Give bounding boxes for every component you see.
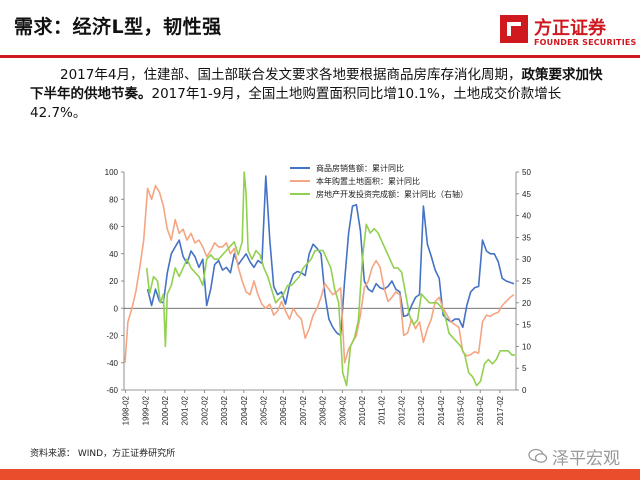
y-left-tick-label: 20	[109, 277, 118, 286]
chart-axes: -60 -40 -20 0 20 40 60 80 100 0 5 10 15 20 25 30 35 40 45 5…	[105, 168, 532, 425]
y-left-tick-label: 0	[114, 304, 119, 313]
footer-bar	[0, 469, 640, 480]
x-tick-label: 1999-02	[141, 395, 150, 425]
y-right-tick-label: 10	[522, 342, 531, 351]
y-right-tick-label: 40	[522, 212, 531, 221]
y-right-tick-label: 30	[522, 255, 531, 264]
logo-english-name: FOUNDER SECURITIES	[534, 38, 637, 47]
y-left-tick-label: -60	[106, 386, 118, 395]
header-divider	[0, 55, 640, 58]
y-left-tick-label: 40	[109, 250, 118, 259]
summary-part-3: 2017年1-9月，全国土地购置面积同比增10.1%，土地成交价款增长42.7%…	[30, 86, 562, 121]
line-chart: -60 -40 -20 0 20 40 60 80 100 0 5 10 15 20 25 30 35 40 45 5…	[105, 163, 532, 425]
x-tick-label: 2005-02	[260, 395, 269, 425]
x-tick-label: 2012-02	[397, 395, 406, 425]
y-right-tick-label: 15	[522, 321, 531, 330]
x-tick-label: 2011-02	[378, 395, 387, 424]
y-right-tick-label: 0	[522, 386, 527, 395]
x-tick-label: 2014-02	[437, 395, 446, 425]
x-tick-label: 2013-02	[417, 395, 426, 425]
legend-label-2: 本年购置土地面积：累计同比	[316, 176, 420, 186]
x-tick-label: 2009-02	[338, 395, 347, 425]
x-tick-label: 1998-02	[122, 395, 131, 425]
wechat-icon	[528, 448, 548, 463]
legend-label-1: 商品房销售额：累计同比	[316, 163, 404, 173]
series-line-1	[146, 175, 515, 337]
brand-name: 泽平宏观	[552, 449, 620, 469]
y-left-tick-label: 60	[109, 223, 118, 232]
x-tick-label: 2015-02	[457, 395, 466, 425]
y-right-tick-label: 35	[522, 233, 531, 242]
y-left-tick-label: 100	[105, 168, 119, 177]
x-tick-label: 2006-02	[279, 395, 288, 425]
founder-logo-icon	[500, 15, 528, 43]
founder-logo: 方正证券 FOUNDER SECURITIES	[500, 14, 636, 52]
summary-paragraph: 2017年4月，住建部、国土部联合发文要求各地要根据商品房库存消化周期，政策要求…	[30, 66, 615, 123]
x-tick-label: 2002-02	[200, 395, 209, 425]
y-right-tick-label: 5	[522, 364, 527, 373]
y-right-tick-label: 45	[522, 190, 531, 199]
y-right-tick-label: 25	[522, 277, 531, 286]
x-tick-label: 2004-02	[240, 395, 249, 425]
x-tick-label: 2010-02	[358, 395, 367, 425]
y-left-tick-label: -40	[106, 359, 118, 368]
x-tick-label: 2008-02	[319, 395, 328, 425]
x-tick-label: 2007-02	[299, 395, 308, 425]
data-source-note: 资料来源： WIND，方正证券研究所	[30, 449, 176, 459]
logo-chinese-name: 方正证券	[534, 18, 606, 39]
x-tick-label: 2017-02	[496, 395, 505, 425]
summary-bold-policy: 政策要求加快下半年的供地节奏。	[30, 67, 603, 102]
x-tick-label: 2001-02	[181, 395, 190, 425]
y-right-tick-label: 20	[522, 299, 531, 308]
page-title: 需求：经济L型，韧性强	[14, 16, 222, 38]
chart-series	[124, 171, 515, 387]
series-line-3	[145, 171, 515, 387]
series-line-2	[124, 184, 515, 364]
legend-label-3: 房地产开发投资完成额：累计同比（右轴）	[316, 189, 468, 199]
x-tick-label: 2003-02	[220, 395, 229, 425]
y-right-tick-label: 50	[522, 168, 531, 177]
y-left-tick-label: -20	[106, 332, 118, 341]
x-tick-label: 2000-02	[161, 395, 170, 425]
x-tick-label: 2016-02	[476, 395, 485, 425]
y-left-tick-label: 80	[109, 195, 118, 204]
summary-part-1: 2017年4月，住建部、国土部联合发文要求各地要根据商品房库存消化周期，	[60, 67, 522, 83]
chart-legend: 商品房销售额：累计同比本年购置土地面积：累计同比房地产开发投资完成额：累计同比（…	[290, 163, 468, 199]
